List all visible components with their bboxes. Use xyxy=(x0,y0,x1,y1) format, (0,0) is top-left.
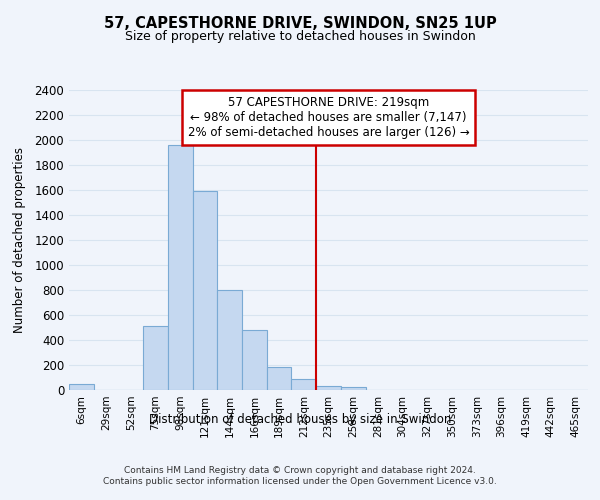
Text: 57 CAPESTHORNE DRIVE: 219sqm
← 98% of detached houses are smaller (7,147)
2% of : 57 CAPESTHORNE DRIVE: 219sqm ← 98% of de… xyxy=(188,96,469,139)
Text: Distribution of detached houses by size in Swindon: Distribution of detached houses by size … xyxy=(149,412,451,426)
Bar xyxy=(193,191,217,390)
Bar xyxy=(242,330,267,390)
Text: Size of property relative to detached houses in Swindon: Size of property relative to detached ho… xyxy=(125,30,475,43)
Bar xyxy=(217,290,242,390)
Bar xyxy=(143,326,168,390)
Bar xyxy=(316,386,341,390)
Text: Contains HM Land Registry data © Crown copyright and database right 2024.: Contains HM Land Registry data © Crown c… xyxy=(124,466,476,475)
Y-axis label: Number of detached properties: Number of detached properties xyxy=(13,147,26,333)
Bar xyxy=(267,367,292,390)
Text: Contains public sector information licensed under the Open Government Licence v3: Contains public sector information licen… xyxy=(103,478,497,486)
Text: 57, CAPESTHORNE DRIVE, SWINDON, SN25 1UP: 57, CAPESTHORNE DRIVE, SWINDON, SN25 1UP xyxy=(104,16,496,31)
Bar xyxy=(168,145,193,390)
Bar xyxy=(69,384,94,390)
Bar xyxy=(292,379,316,390)
Bar xyxy=(341,387,365,390)
